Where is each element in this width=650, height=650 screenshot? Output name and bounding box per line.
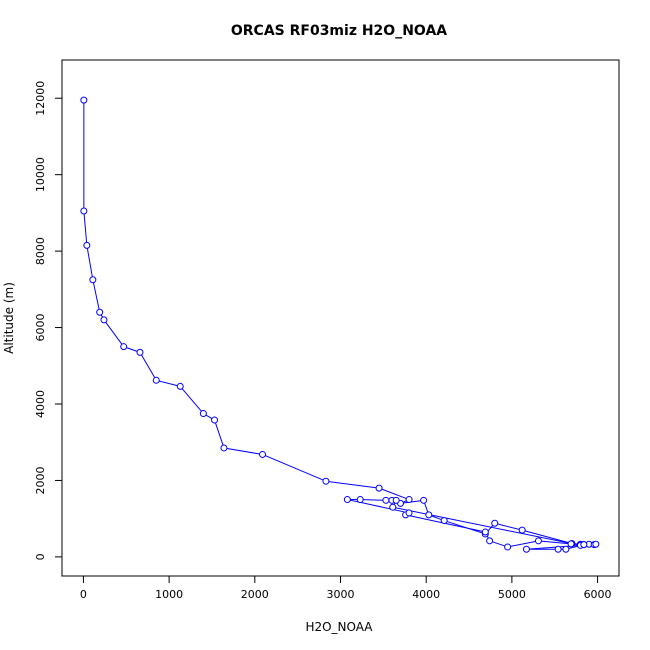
- series-line-segment: [179, 386, 204, 414]
- data-point: [80, 96, 88, 104]
- data-point: [343, 496, 351, 504]
- data-point: [259, 450, 267, 458]
- series-line-segment: [262, 453, 327, 482]
- y-tick-label: 10000: [34, 157, 47, 192]
- x-tick-label: 3000: [327, 588, 355, 601]
- data-point: [486, 537, 494, 545]
- y-tick-label: 4000: [34, 390, 47, 418]
- y-tick-label: 6000: [34, 314, 47, 342]
- data-point: [356, 496, 364, 504]
- data-point: [567, 540, 575, 548]
- data-point: [176, 382, 184, 390]
- y-axis: 0 2000 4000 6000 8000 10000 12000: [34, 81, 63, 560]
- data-point: [522, 545, 530, 553]
- series-line-segment: [507, 540, 539, 548]
- series-line-segment: [214, 419, 225, 449]
- data-point: [389, 503, 397, 511]
- data-point: [80, 207, 88, 215]
- x-tick-label: 2000: [241, 588, 269, 601]
- data-point: [481, 528, 489, 536]
- x-axis-label: H2O_NOAA: [305, 620, 373, 634]
- data-point: [580, 541, 588, 549]
- y-tick-label: 8000: [34, 237, 47, 265]
- data-point: [96, 308, 104, 316]
- y-tick-label: 12000: [34, 81, 47, 116]
- data-point: [83, 241, 91, 249]
- data-point: [392, 496, 400, 504]
- series-line-segment: [86, 245, 94, 280]
- data-point: [420, 496, 428, 504]
- data-point: [440, 517, 448, 525]
- data-point: [211, 416, 219, 424]
- x-tick-label: 4000: [412, 588, 440, 601]
- data-point: [491, 519, 499, 527]
- series-line-segment: [139, 352, 157, 381]
- data-point: [592, 540, 600, 548]
- data-point: [120, 343, 128, 351]
- y-tick-label: 0: [34, 553, 47, 560]
- x-tick-label: 1000: [155, 588, 183, 601]
- data-point: [100, 316, 108, 324]
- data-point: [375, 484, 383, 492]
- x-tick-label: 0: [80, 588, 87, 601]
- series-line-segment: [223, 447, 263, 455]
- series-line-segment: [522, 529, 572, 544]
- series-line-segment: [392, 506, 581, 546]
- x-axis: 0 1000 2000 3000 4000 5000 6000: [80, 575, 612, 601]
- series-line-segment: [92, 279, 101, 313]
- data-point: [89, 276, 97, 284]
- series-line-segment: [494, 522, 523, 531]
- data-point: [199, 410, 207, 418]
- series-line-segment: [538, 540, 572, 545]
- data-point: [554, 545, 562, 553]
- x-tick-label: 6000: [584, 588, 612, 601]
- data-point: [562, 545, 570, 553]
- series-line-segment: [378, 487, 410, 501]
- series-line-segment: [360, 499, 386, 501]
- x-tick-label: 5000: [498, 588, 526, 601]
- series-layer: [80, 96, 600, 553]
- data-point: [220, 444, 228, 452]
- data-point: [152, 376, 160, 384]
- data-point: [534, 537, 542, 545]
- data-point: [382, 496, 390, 504]
- data-point: [425, 511, 433, 519]
- series-line-segment: [400, 499, 424, 504]
- data-point: [405, 496, 413, 504]
- y-tick-label: 2000: [34, 466, 47, 494]
- data-point: [405, 509, 413, 517]
- series-line-segment: [83, 210, 88, 246]
- series-line-segment: [325, 480, 380, 489]
- data-point: [322, 477, 330, 485]
- y-axis-label: Altitude (m): [2, 282, 16, 354]
- series-line-segment: [103, 319, 125, 347]
- data-point: [136, 348, 144, 356]
- data-point: [518, 526, 526, 534]
- series-line-segment: [156, 379, 181, 387]
- data-point: [504, 543, 512, 551]
- chart-title: ORCAS RF03miz H2O_NOAA: [231, 23, 447, 39]
